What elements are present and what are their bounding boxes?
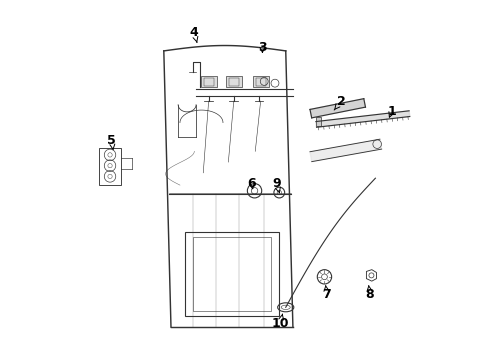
Text: 6: 6 — [247, 177, 255, 190]
Text: 9: 9 — [272, 177, 281, 193]
Polygon shape — [315, 111, 409, 127]
Polygon shape — [309, 139, 381, 162]
Bar — [225, 76, 241, 87]
Bar — [203, 78, 213, 86]
Text: 7: 7 — [322, 285, 331, 301]
Bar — [315, 117, 320, 126]
Bar — [201, 76, 216, 87]
Text: 5: 5 — [107, 134, 116, 150]
Bar — [255, 78, 265, 86]
Text: 1: 1 — [386, 105, 395, 118]
Bar — [228, 78, 238, 86]
Text: 4: 4 — [189, 27, 198, 42]
Text: 8: 8 — [365, 285, 373, 301]
Text: 2: 2 — [333, 95, 345, 110]
Text: 10: 10 — [271, 314, 288, 330]
Text: 3: 3 — [258, 41, 266, 54]
Bar — [252, 76, 268, 87]
Polygon shape — [309, 99, 365, 118]
